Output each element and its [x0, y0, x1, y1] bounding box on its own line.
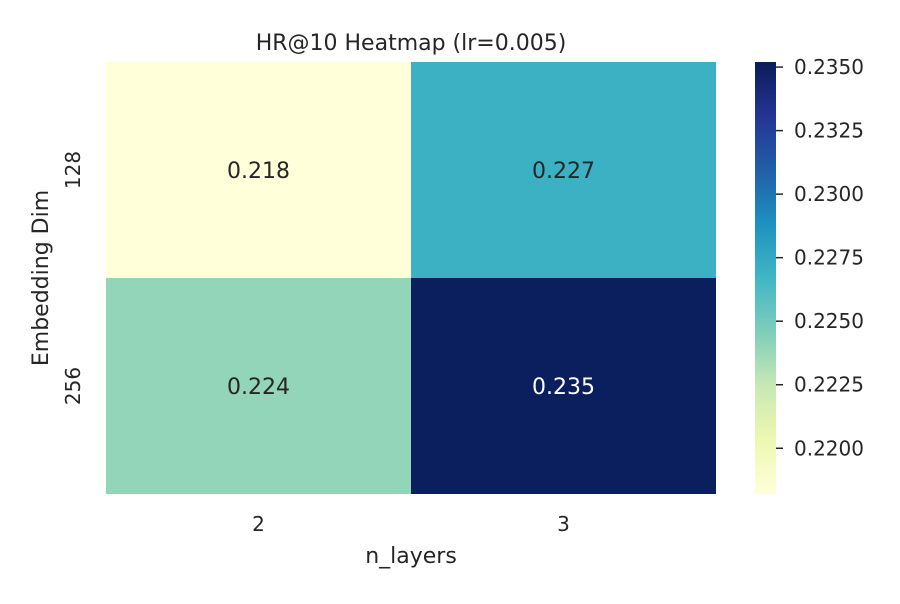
cell-value-label: 0.224 [227, 375, 290, 400]
y-tick-labels: 128 256 [61, 151, 85, 405]
heatmap-cell-labels: 0.218 0.227 0.224 0.235 [227, 159, 595, 400]
colorbar-tick-label: 0.2200 [794, 436, 864, 460]
colorbar [755, 62, 776, 494]
cell-value-label: 0.218 [227, 159, 290, 184]
colorbar-tick-label: 0.2225 [794, 373, 864, 397]
heatmap-cell-128-2 [106, 62, 411, 278]
y-tick-label: 256 [61, 367, 85, 405]
heatmap-cells [106, 62, 716, 494]
colorbar-ticks: 0.2200 0.2225 0.2250 0.2275 0.2300 0.2325 0.23… [776, 55, 864, 460]
cell-value-label: 0.235 [532, 375, 595, 400]
cell-value-label: 0.227 [532, 159, 595, 184]
x-axis-label: n_layers [365, 544, 457, 569]
colorbar-tick-label: 0.2250 [794, 309, 864, 333]
x-tick-label: 3 [557, 512, 570, 536]
x-tick-label: 2 [252, 512, 265, 536]
heatmap-cell-256-2 [106, 278, 411, 494]
colorbar-tick-label: 0.2275 [794, 246, 864, 270]
heatmap-cell-256-3 [411, 278, 716, 494]
colorbar-tick-label: 0.2325 [794, 119, 864, 143]
y-axis-label: Embedding Dim [29, 190, 54, 366]
y-tick-label: 128 [61, 151, 85, 189]
colorbar-tick-label: 0.2350 [794, 55, 864, 79]
heatmap-cell-128-3 [411, 62, 716, 278]
colorbar-tick-label: 0.2300 [794, 182, 864, 206]
chart-title: HR@10 Heatmap (lr=0.005) [256, 31, 567, 56]
